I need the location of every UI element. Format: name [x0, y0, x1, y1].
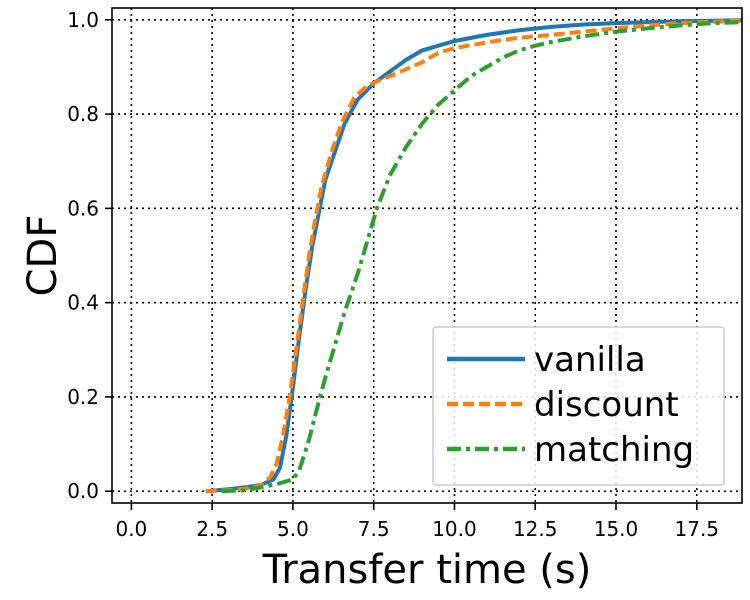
y-axis-label: CDF	[20, 215, 66, 297]
legend: vanilla discount matching	[432, 326, 725, 486]
y-tick-label: 0.0	[67, 479, 99, 503]
series-group	[205, 18, 743, 494]
x-tick-label: 7.5	[358, 517, 390, 541]
y-tick-label: 1.0	[67, 8, 99, 32]
x-tick-label: 10.0	[432, 517, 477, 541]
y-tick-label: 0.8	[67, 102, 99, 126]
x-tick-label: 12.5	[513, 517, 558, 541]
x-tick-label: 17.5	[675, 517, 720, 541]
legend-label-matching: matching	[534, 430, 694, 470]
x-tick-label: 5.0	[277, 517, 309, 541]
series-line-matching	[221, 20, 743, 494]
x-tick-label: 2.5	[196, 517, 228, 541]
x-tick-label: 15.0	[594, 517, 639, 541]
x-tick-label: 0.0	[115, 517, 147, 541]
x-axis-label: Transfer time (s)	[262, 547, 592, 593]
y-tick-label: 0.2	[67, 385, 99, 409]
grid	[112, 8, 742, 503]
plot-frame	[111, 7, 743, 504]
series-line-vanilla	[205, 18, 743, 494]
legend-label-discount: discount	[534, 385, 679, 425]
legend-box	[432, 326, 725, 486]
y-tick-label: 0.4	[67, 291, 99, 315]
legend-label-vanilla: vanilla	[534, 340, 646, 380]
y-tick-label: 0.6	[67, 196, 99, 220]
axis-ticks: 0.0 2.5 5.0 7.5 10.0 12.5 15.0 17.5 0.0 0.2 0.4 0.6…	[67, 8, 719, 541]
series-line-discount	[205, 18, 743, 494]
legend-items: vanilla discount matching	[447, 340, 694, 470]
